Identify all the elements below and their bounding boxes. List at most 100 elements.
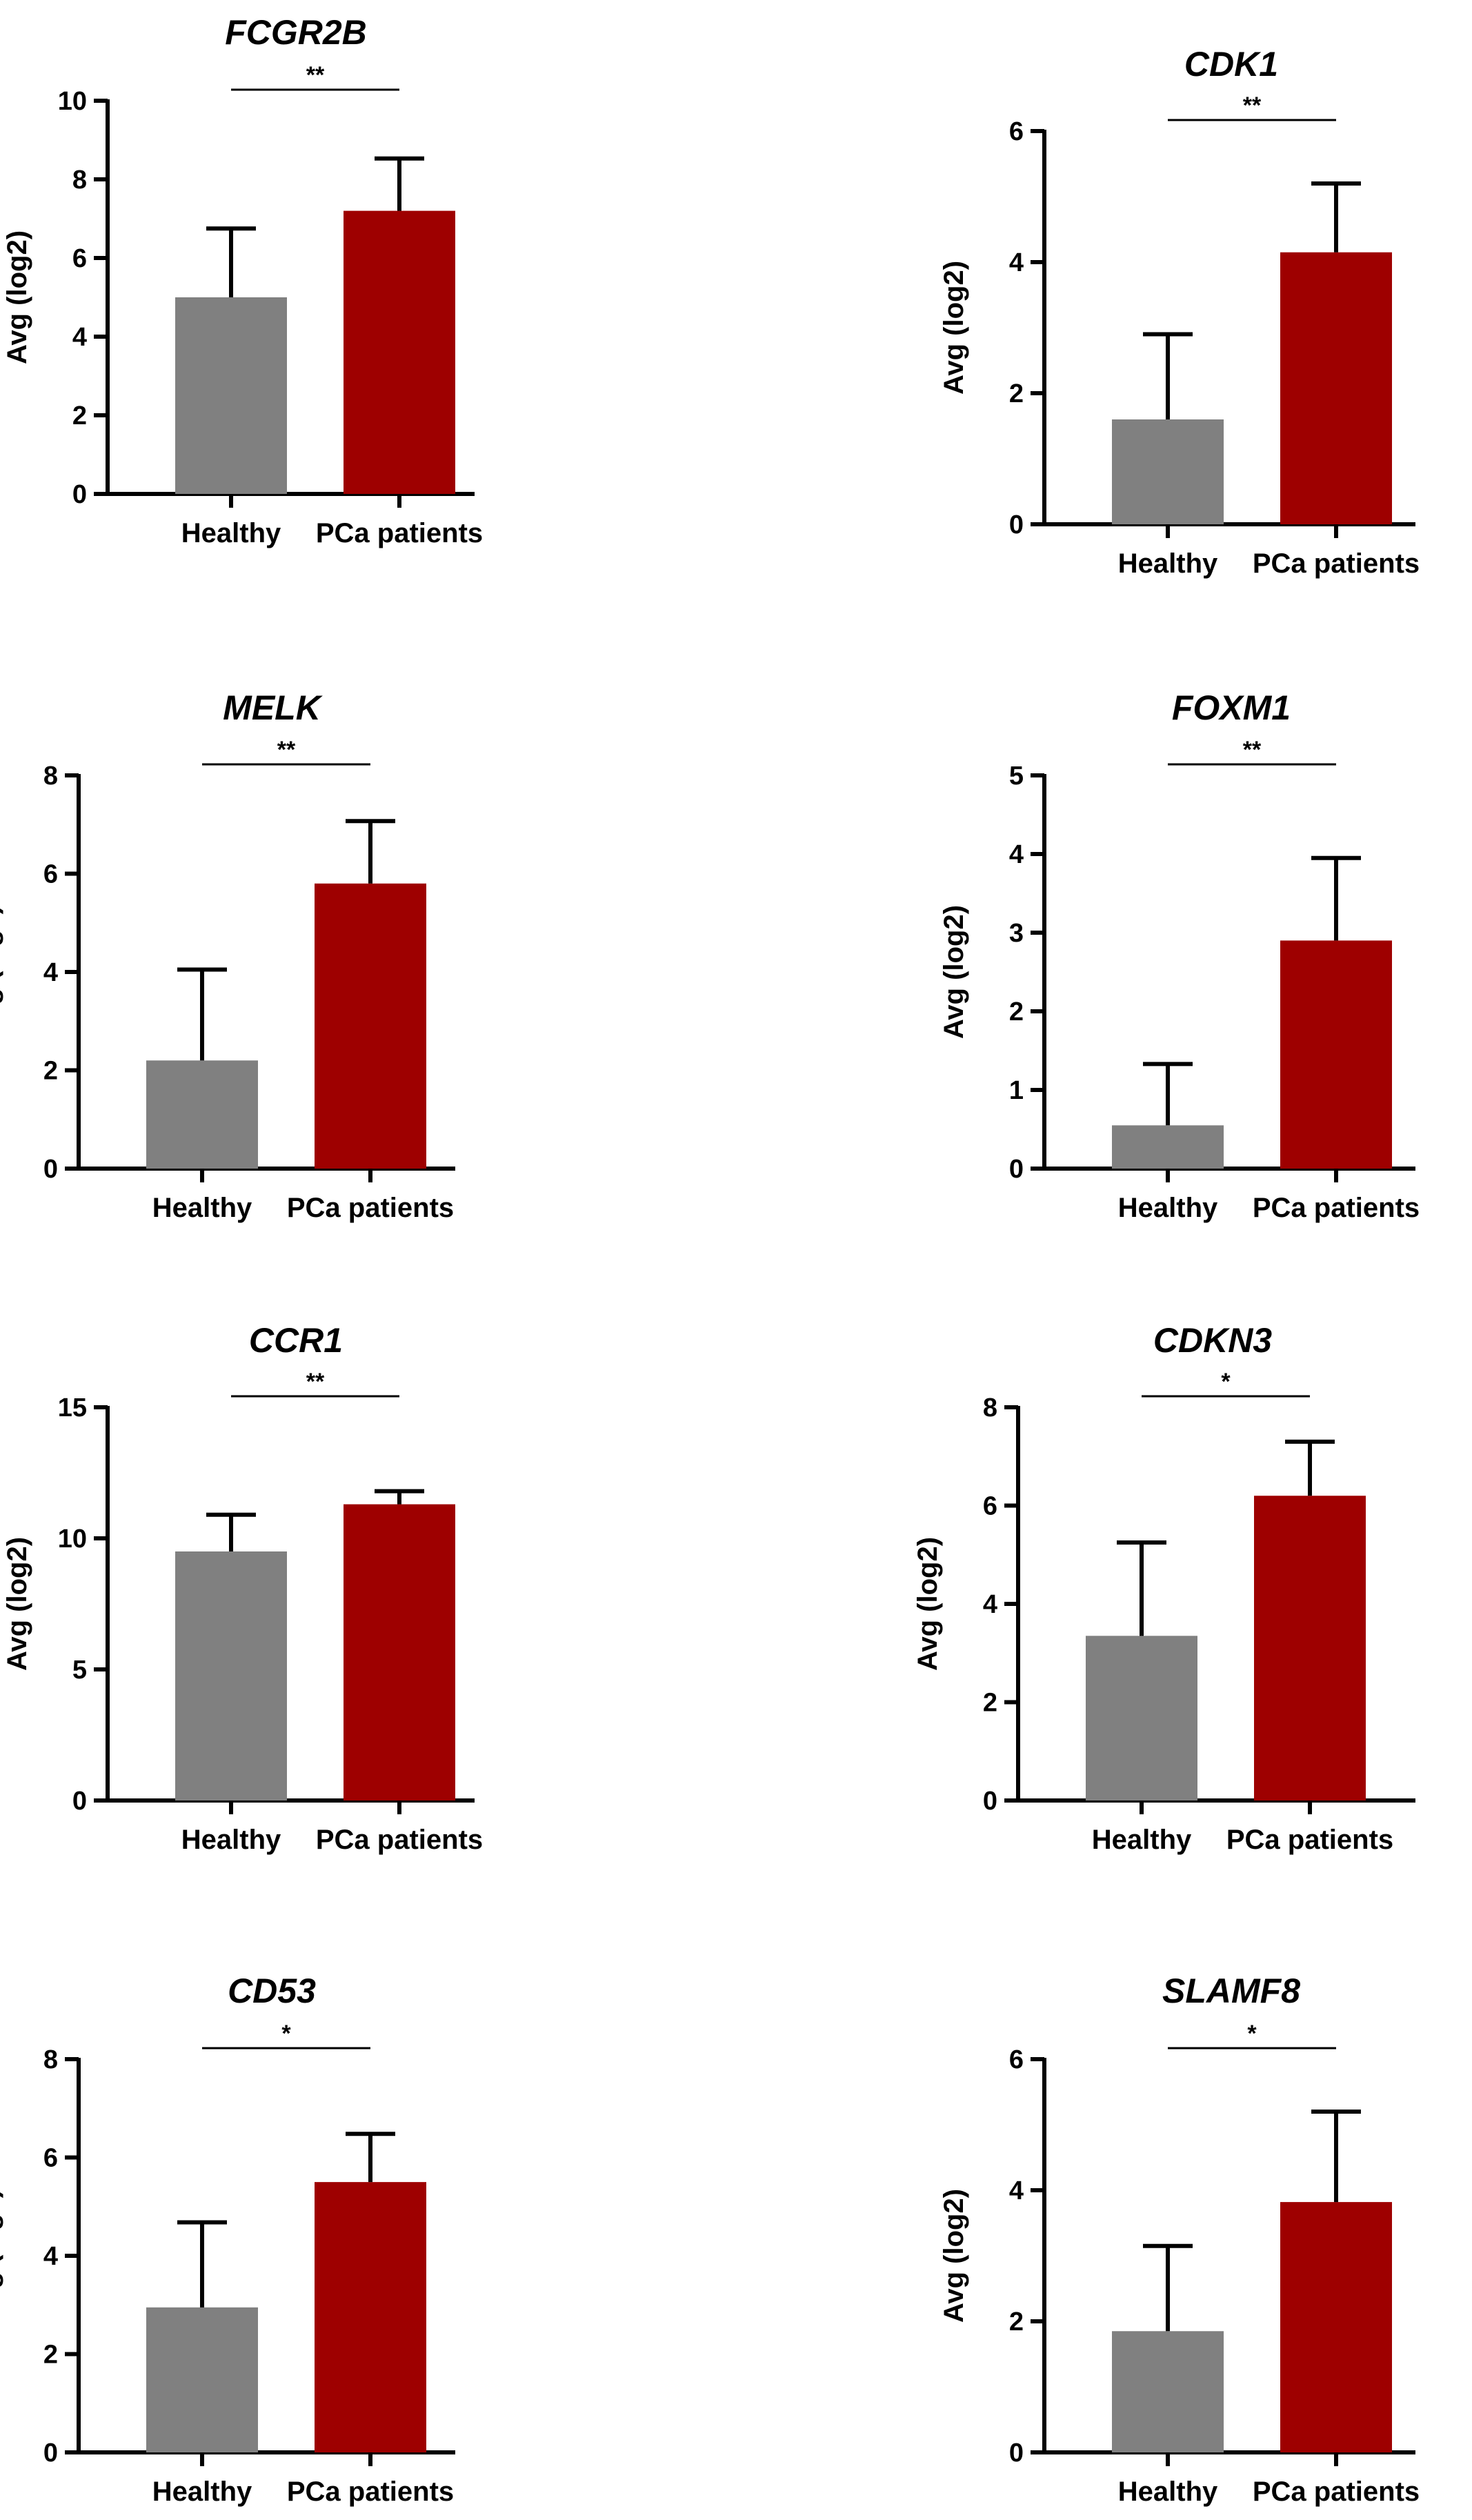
significance-marker: ** <box>306 1369 325 1395</box>
y-tick-label: 8 <box>43 2045 58 2074</box>
chart-fcgr2b: FCGR2B Avg (log2) 0 2 4 6 8 10 Healthy PCa patien… <box>2 13 483 548</box>
y-tick-label: 4 <box>43 958 58 987</box>
y-tick-label: 8 <box>983 1393 997 1422</box>
y-axis-label: Avg (log2) <box>0 905 3 1039</box>
y-tick-label: 0 <box>72 480 87 509</box>
chart-title: CDK1 <box>1184 45 1278 83</box>
bar-pca-patients <box>344 210 455 494</box>
y-tick-label: 15 <box>58 1393 87 1422</box>
chart-slamf8: SLAMF8 Avg (log2) 0 2 4 6 Healthy PCa patients * <box>939 1972 1420 2507</box>
y-tick-label: 8 <box>72 166 87 195</box>
bar-pca-patients <box>315 883 426 1169</box>
y-tick-label: 0 <box>983 1787 997 1816</box>
y-tick-label: 10 <box>58 1525 87 1554</box>
y-tick-label: 0 <box>72 1787 87 1816</box>
bar-pca-patients <box>315 2182 426 2452</box>
y-tick-label: 0 <box>43 1155 58 1184</box>
x-tick-label: Healthy <box>152 2477 252 2507</box>
bar-pca-patients <box>344 1504 455 1800</box>
y-tick-label: 0 <box>43 2439 58 2468</box>
y-tick-label: 6 <box>1009 2045 1024 2074</box>
x-tick-label: PCa patients <box>287 1193 454 1223</box>
chart-title: CDKN3 <box>1153 1321 1272 1360</box>
x-tick-label: Healthy <box>181 1825 281 1855</box>
y-tick-label: 0 <box>1009 1155 1024 1184</box>
x-tick-label: Healthy <box>1118 548 1218 579</box>
y-tick-label: 6 <box>1009 117 1024 146</box>
x-tick-label: Healthy <box>1118 2477 1218 2507</box>
x-tick-label: Healthy <box>1118 1193 1218 1223</box>
y-tick-label: 1 <box>1009 1076 1024 1105</box>
bar-pca-patients <box>1254 1496 1366 1800</box>
y-tick-label: 2 <box>1009 379 1024 408</box>
y-tick-label: 3 <box>1009 919 1024 948</box>
y-tick-label: 2 <box>983 1689 997 1718</box>
significance-marker: ** <box>306 62 325 88</box>
chart-title: CD53 <box>228 1972 316 2010</box>
y-tick-label: 4 <box>1009 840 1024 869</box>
bar-healthy <box>146 1060 258 1169</box>
chart-cdk1: CDK1 Avg (log2) 0 2 4 6 Healthy PCa patients ** <box>939 45 1420 579</box>
bar-pca-patients <box>1280 252 1392 524</box>
x-tick-label: Healthy <box>1092 1825 1192 1855</box>
x-tick-label: Healthy <box>152 1193 252 1223</box>
y-tick-label: 2 <box>43 2341 58 2370</box>
x-tick-label: PCa patients <box>316 1825 483 1855</box>
bar-healthy <box>1112 419 1224 524</box>
y-tick-label: 4 <box>43 2242 58 2271</box>
y-tick-label: 2 <box>43 1057 58 1086</box>
significance-marker: * <box>281 2021 291 2047</box>
x-tick-label: Healthy <box>181 518 281 548</box>
bar-healthy <box>175 297 287 494</box>
chart-melk: MELK Avg (log2) 0 2 4 6 8 Healthy PCa patients ** <box>0 688 455 1223</box>
bar-healthy <box>1112 1125 1224 1169</box>
significance-marker: ** <box>1243 92 1262 119</box>
bar-pca-patients <box>1280 2202 1392 2452</box>
y-tick-label: 6 <box>72 244 87 273</box>
y-tick-label: 4 <box>1009 248 1024 277</box>
y-tick-label: 6 <box>983 1492 997 1521</box>
y-tick-label: 2 <box>1009 2308 1024 2337</box>
x-tick-label: PCa patients <box>1253 548 1420 579</box>
bar-healthy <box>1112 2331 1224 2452</box>
y-tick-label: 2 <box>72 401 87 430</box>
significance-marker: * <box>1221 1369 1231 1395</box>
chart-title: SLAMF8 <box>1162 1972 1300 2010</box>
y-axis-label: Avg (log2) <box>2 230 32 364</box>
y-tick-label: 10 <box>58 87 87 116</box>
y-axis-label: Avg (log2) <box>939 905 969 1039</box>
bar-healthy <box>146 2307 258 2452</box>
significance-marker: * <box>1247 2021 1257 2047</box>
chart-title: MELK <box>223 688 324 727</box>
x-tick-label: PCa patients <box>1253 1193 1420 1223</box>
significance-marker: ** <box>277 737 296 763</box>
y-tick-label: 4 <box>983 1590 997 1619</box>
y-axis-label: Avg (log2) <box>939 261 969 395</box>
chart-cd53: CD53 Avg (log2) 0 2 4 6 8 Healthy PCa patients * <box>0 1972 455 2507</box>
chart-title: CCR1 <box>249 1321 343 1360</box>
y-tick-label: 8 <box>43 762 58 791</box>
y-axis-label: Avg (log2) <box>2 1537 32 1671</box>
y-tick-label: 2 <box>1009 998 1024 1026</box>
chart-ccr1: CCR1 Avg (log2) 0 5 10 15 Healthy PCa patients *… <box>2 1321 483 1855</box>
bar-healthy <box>1086 1636 1197 1800</box>
y-tick-label: 4 <box>72 323 87 352</box>
y-axis-label: Avg (log2) <box>939 2189 969 2323</box>
y-tick-label: 6 <box>43 2144 58 2173</box>
x-tick-label: PCa patients <box>1226 1825 1393 1855</box>
chart-title: FOXM1 <box>1172 688 1291 727</box>
x-tick-label: PCa patients <box>287 2477 454 2507</box>
y-tick-label: 0 <box>1009 510 1024 539</box>
chart-foxm1: FOXM1 Avg (log2) 0 1 2 3 4 5 Healthy PCa patients… <box>939 688 1420 1223</box>
chart-title: FCGR2B <box>225 13 367 52</box>
bar-pca-patients <box>1280 940 1392 1169</box>
x-tick-label: PCa patients <box>316 518 483 548</box>
y-axis-label: Avg (log2) <box>0 2189 3 2323</box>
y-tick-label: 4 <box>1009 2176 1024 2205</box>
y-tick-label: 6 <box>43 860 58 889</box>
y-tick-label: 0 <box>1009 2439 1024 2468</box>
chart-cdkn3: CDKN3 Avg (log2) 0 2 4 6 8 Healthy PCa patients * <box>913 1321 1415 1855</box>
bar-healthy <box>175 1551 287 1800</box>
y-tick-label: 5 <box>1009 762 1024 791</box>
y-tick-label: 5 <box>72 1656 87 1685</box>
